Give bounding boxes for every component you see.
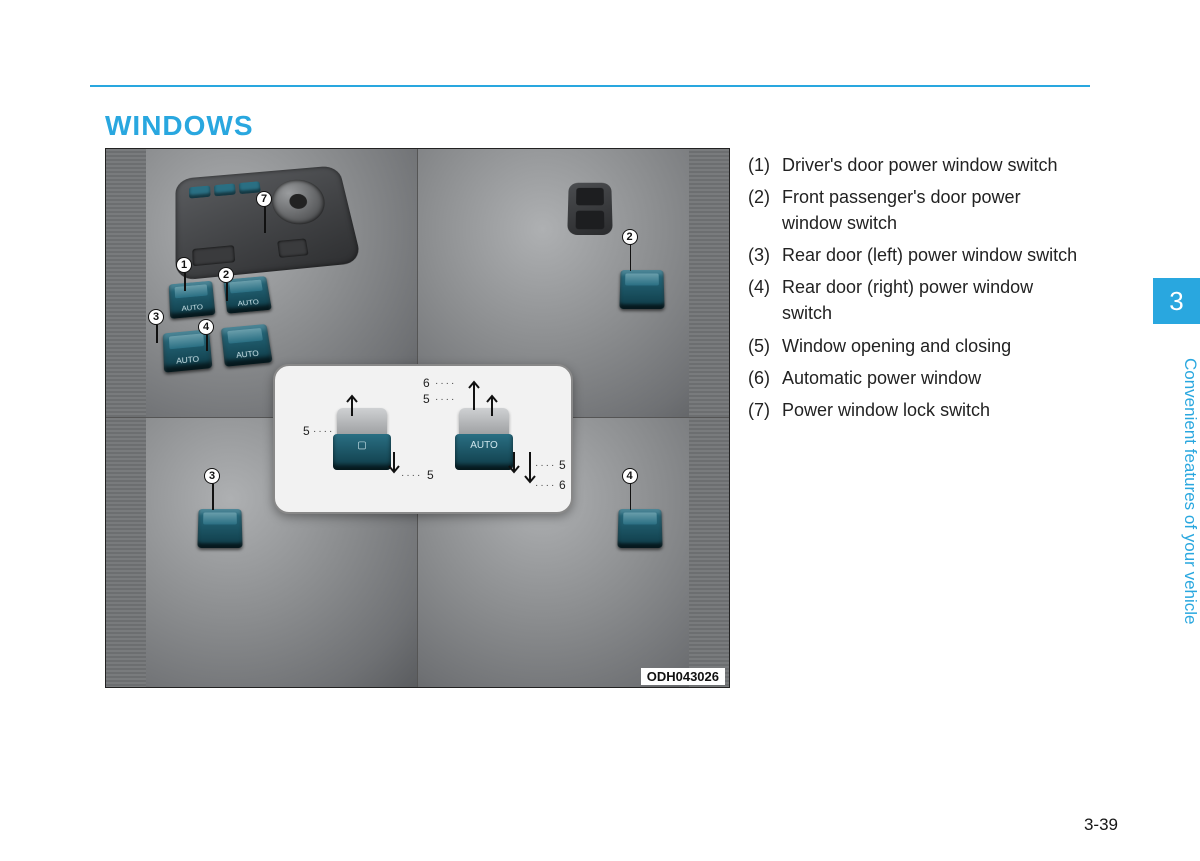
switch-2: AUTO — [223, 276, 272, 314]
inset-label-5a: 5 — [303, 424, 310, 438]
top-rule — [90, 85, 1090, 87]
inset-switch-right: AUTO — [455, 408, 513, 470]
mirror-left-button — [189, 186, 211, 199]
windows-figure: AUTO AUTO AUTO AUTO 1 2 3 4 7 2 3 — [105, 148, 730, 688]
page-number: 3-39 — [1084, 815, 1118, 835]
legend-item: (2)Front passenger's door power window s… — [748, 184, 1078, 236]
mirror-right-button — [239, 181, 261, 194]
callout-7: 7 — [256, 191, 272, 207]
inset-label-6b: 6 — [559, 478, 566, 492]
switch-4: AUTO — [221, 324, 273, 367]
inset-label-5c: 5 — [423, 392, 430, 406]
switch-1: AUTO — [169, 281, 216, 319]
inset-diagram: ▢ AUTO 5 ···· ···· 5 ···· 6 ···· 5 ···· … — [273, 364, 573, 514]
passenger-window-switch — [619, 270, 664, 309]
callout-1: 1 — [176, 257, 192, 273]
callout-3-rl: 3 — [204, 468, 220, 484]
legend-item: (4)Rear door (right) power window switch — [748, 274, 1078, 326]
image-code: ODH043026 — [641, 668, 725, 685]
passenger-lock-buttons — [567, 183, 613, 235]
legend-item: (5)Window opening and closing — [748, 333, 1078, 359]
rear-left-window-switch — [197, 509, 242, 548]
page-heading: WINDOWS — [105, 110, 254, 142]
inset-label-5b: 5 — [427, 468, 434, 482]
legend-item: (3)Rear door (left) power window switch — [748, 242, 1078, 268]
legend-list: (1)Driver's door power window switch (2)… — [748, 152, 1078, 429]
mirror-auto-button — [214, 183, 236, 196]
chapter-label: Convenient features of your vehicle — [1153, 334, 1200, 644]
inset-switch-left: ▢ — [333, 408, 391, 470]
mirror-control-cluster — [176, 165, 363, 281]
rear-right-window-switch — [617, 509, 662, 548]
inset-label-6a: 6 — [423, 376, 430, 390]
legend-item: (1)Driver's door power window switch — [748, 152, 1078, 178]
callout-2-fp: 2 — [622, 229, 638, 245]
window-lock-button — [277, 238, 308, 258]
legend-item: (6)Automatic power window — [748, 365, 1078, 391]
legend-item: (7)Power window lock switch — [748, 397, 1078, 423]
inset-label-5d: 5 — [559, 458, 566, 472]
callout-4: 4 — [198, 319, 214, 335]
callout-4-rr: 4 — [622, 468, 638, 484]
door-lock-button — [192, 245, 235, 266]
callout-2: 2 — [218, 267, 234, 283]
callout-3: 3 — [148, 309, 164, 325]
chapter-tab: 3 — [1153, 278, 1200, 324]
mirror-joystick — [269, 178, 329, 227]
switch-3: AUTO — [163, 329, 213, 372]
